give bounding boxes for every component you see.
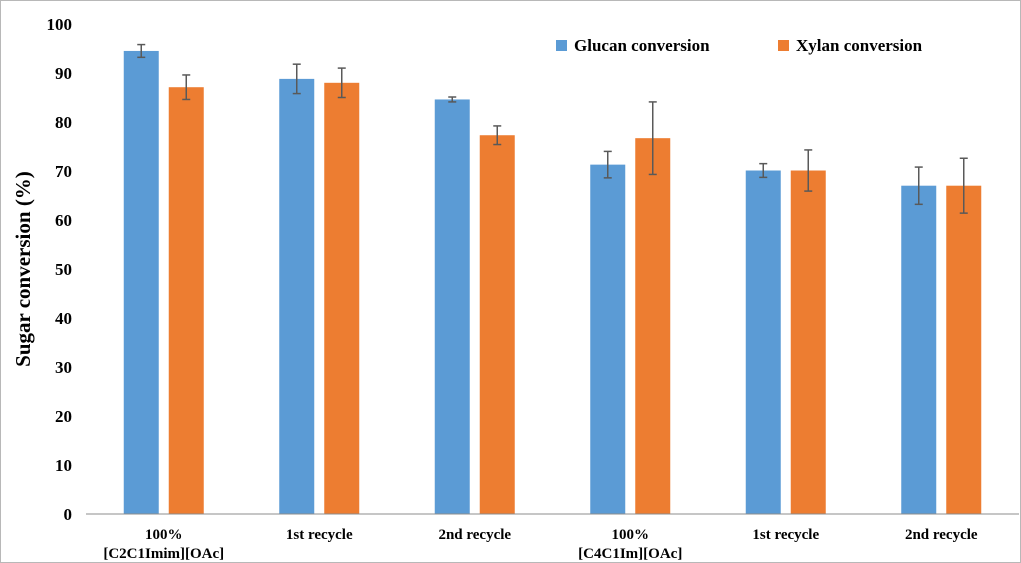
bars [123, 50, 982, 515]
legend-label-xylan: Xylan conversion [796, 36, 923, 55]
bar-xylan [168, 87, 204, 515]
y-axis-ticks: 0 10 20 30 40 50 60 70 80 90 100 [47, 15, 73, 524]
bar-glucan [745, 170, 781, 514]
bar-xylan [479, 135, 515, 515]
x-category-label: [C4C1Im][OAc] [578, 546, 682, 562]
y-axis-title: Sugar conversion (%) [11, 171, 35, 367]
x-axis-category-labels: 100% [C2C1Imim][OAc] 1st recycle 2nd recycl… [103, 527, 978, 562]
y-tick-label: 90 [55, 64, 72, 83]
x-category-label: 1st recycle [286, 527, 353, 543]
y-tick-label: 70 [55, 162, 72, 181]
bar-glucan [901, 185, 937, 514]
y-tick-label: 60 [55, 211, 72, 230]
x-category-label: 1st recycle [752, 527, 819, 543]
y-tick-label: 20 [55, 407, 72, 426]
legend: Glucan conversion Xylan conversion [556, 36, 923, 55]
x-category-label: 100% [612, 527, 650, 543]
y-tick-label: 10 [55, 456, 72, 475]
bar-xylan [324, 82, 360, 515]
x-category-label: 2nd recycle [438, 527, 511, 543]
bar-xylan [946, 185, 982, 514]
bar-glucan [590, 164, 626, 514]
bar-xylan [635, 138, 671, 515]
y-tick-label: 30 [55, 358, 72, 377]
bar-glucan [279, 78, 315, 514]
y-tick-label: 0 [64, 505, 73, 524]
y-tick-label: 40 [55, 309, 72, 328]
x-category-label: 100% [145, 527, 183, 543]
bar-glucan [434, 99, 470, 515]
bar-xylan [790, 170, 826, 514]
x-category-label: [C2C1Imim][OAc] [103, 546, 224, 562]
y-tick-label: 80 [55, 113, 72, 132]
x-category-label: 2nd recycle [905, 527, 978, 543]
error-bars [137, 43, 968, 214]
legend-swatch-glucan [556, 40, 567, 51]
bar-glucan [123, 50, 159, 514]
legend-swatch-xylan [778, 40, 789, 51]
legend-label-glucan: Glucan conversion [574, 36, 710, 55]
y-tick-label: 100 [47, 15, 73, 34]
y-tick-label: 50 [55, 260, 72, 279]
